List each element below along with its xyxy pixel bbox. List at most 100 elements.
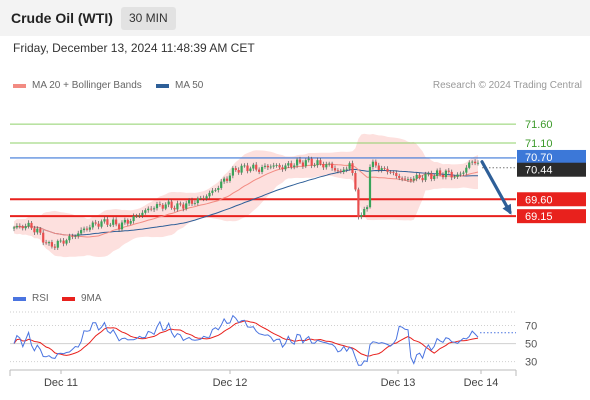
label-69-60: 69.60 xyxy=(525,194,553,206)
candle-body xyxy=(176,203,179,210)
candle-body xyxy=(462,172,465,174)
candle-body xyxy=(100,221,103,227)
candle-body xyxy=(255,164,258,170)
timestamp: Friday, December 13, 2024 11:48:39 AM CE… xyxy=(13,41,255,55)
ma20-line xyxy=(13,163,479,238)
candle-body xyxy=(39,228,42,233)
candle-body xyxy=(439,170,442,175)
candle-body xyxy=(164,204,167,209)
candle-body xyxy=(62,240,65,244)
candle-body xyxy=(424,174,427,181)
candle-body xyxy=(161,204,164,209)
candle-body xyxy=(447,170,450,172)
candle-body xyxy=(436,170,439,176)
candle-body xyxy=(132,216,135,222)
candle-body xyxy=(179,203,182,205)
candle-body xyxy=(228,175,231,181)
rsi-line xyxy=(13,314,479,366)
candle-body xyxy=(281,167,284,170)
rsi-legend-swatch xyxy=(13,297,26,301)
candle-body xyxy=(444,170,447,178)
rsi-ma-legend-label: 9MA xyxy=(81,293,102,304)
candle-body xyxy=(412,178,415,181)
candle-body xyxy=(287,163,290,166)
candle-body xyxy=(167,201,170,205)
candle-body xyxy=(199,198,202,199)
candle-body xyxy=(68,236,71,241)
ma20-legend-swatch xyxy=(13,84,26,88)
timeframe-button[interactable]: 30 MIN xyxy=(121,7,176,30)
candle-body xyxy=(82,228,86,231)
candle-body xyxy=(258,169,261,172)
candle-body xyxy=(290,163,293,167)
label-69-15: 69.15 xyxy=(525,211,553,223)
candle-body xyxy=(74,236,77,237)
candle-body xyxy=(71,236,74,237)
candle-body xyxy=(45,242,48,244)
candle-body xyxy=(129,221,132,224)
candle-body xyxy=(342,169,345,172)
candle-body xyxy=(427,173,430,175)
candle-body xyxy=(94,222,97,224)
label-70-44-box xyxy=(517,162,586,177)
candle-body xyxy=(103,219,106,222)
candle-body xyxy=(468,162,471,168)
label-70-70-box xyxy=(517,149,586,164)
candle-body xyxy=(348,163,351,169)
candle-body xyxy=(15,225,18,228)
header-bar: Crude Oil (WTI) 30 MIN xyxy=(0,0,590,36)
candle-body xyxy=(328,163,331,165)
candle-body xyxy=(80,230,83,234)
candle-body xyxy=(12,227,16,229)
candle-body xyxy=(403,178,407,180)
rsi-level-label-50: 50 xyxy=(525,339,537,351)
forecast-arrow-head xyxy=(502,203,512,215)
candle-body xyxy=(21,226,24,229)
candle-body xyxy=(231,168,234,176)
candle-body xyxy=(53,246,56,248)
candle-body xyxy=(319,160,322,164)
candle-body xyxy=(147,208,150,211)
candle-body xyxy=(301,162,304,167)
candle-body xyxy=(354,173,357,190)
candle-body xyxy=(144,210,147,213)
ma50-legend-swatch xyxy=(156,84,169,88)
candle-body xyxy=(459,173,462,175)
candle-body xyxy=(173,207,176,210)
candle-body xyxy=(211,190,214,193)
rsi-legend-label: RSI xyxy=(32,293,49,304)
candle-body xyxy=(269,166,272,168)
candle-body xyxy=(261,167,264,172)
candle-body xyxy=(88,227,91,230)
candle-body xyxy=(33,228,36,233)
candle-body xyxy=(368,167,372,208)
candle-body xyxy=(386,168,389,172)
candle-body xyxy=(123,219,126,223)
candle-body xyxy=(272,165,275,167)
label-69-60-box xyxy=(517,192,586,207)
candle-body xyxy=(36,228,39,233)
x-tick-label: Dec 12 xyxy=(213,377,248,389)
candle-body xyxy=(18,225,21,227)
candle-body xyxy=(383,168,386,169)
candle-body xyxy=(465,167,468,173)
label-70-44: 70.44 xyxy=(525,165,553,177)
candle-body xyxy=(401,177,404,179)
candle-body xyxy=(296,159,299,166)
x-tick-label: Dec 13 xyxy=(381,377,416,389)
candle-body xyxy=(223,178,226,182)
candle-body xyxy=(476,162,480,164)
candle-body xyxy=(266,165,269,168)
candle-body xyxy=(190,200,194,204)
candle-body xyxy=(225,178,229,181)
bollinger-band xyxy=(14,133,478,258)
candle-body xyxy=(141,212,144,216)
candle-body xyxy=(205,196,208,199)
candle-body xyxy=(24,226,27,229)
candle-body xyxy=(298,159,302,163)
candle-body xyxy=(202,198,205,199)
candle-body xyxy=(325,164,328,168)
candle-body xyxy=(50,242,53,247)
candle-body xyxy=(243,165,246,167)
